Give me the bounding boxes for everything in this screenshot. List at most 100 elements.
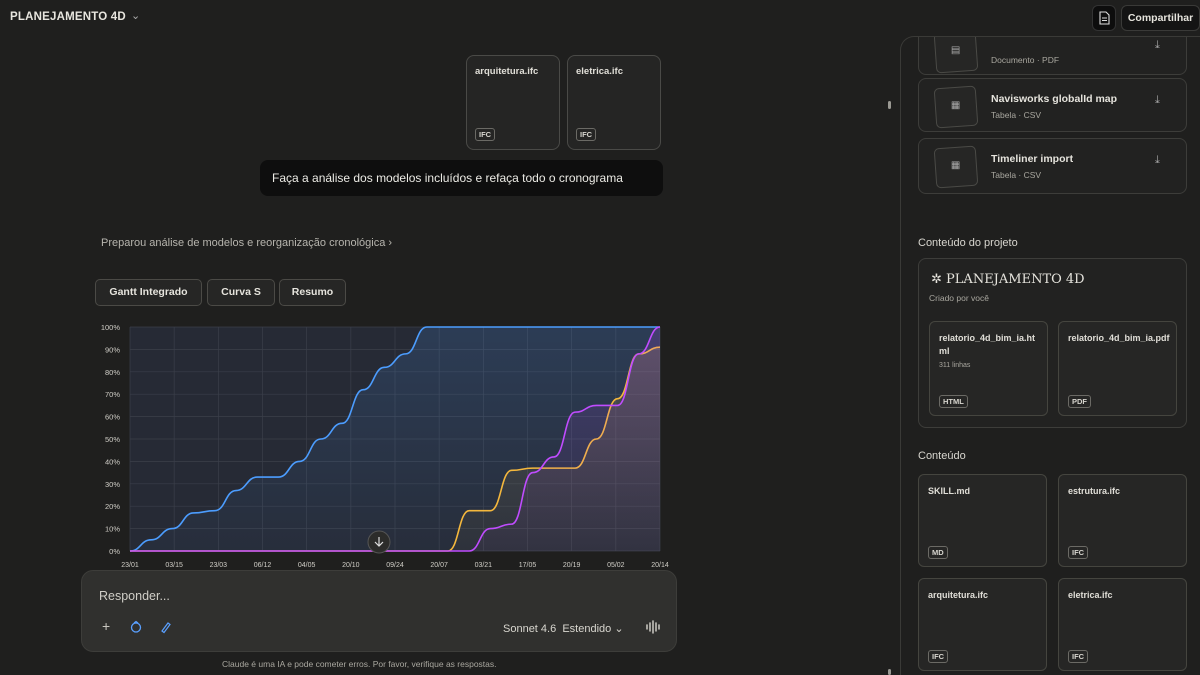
file-name: SKILL.md — [928, 486, 970, 496]
tab-curva-s[interactable]: Curva S — [207, 279, 275, 306]
x-tick-label: 03/15 — [165, 562, 183, 569]
project-file-card[interactable]: relatorio_4d_bim_ia.pdf PDF — [1058, 321, 1177, 416]
download-icon[interactable]: ⤓ — [1155, 154, 1160, 166]
y-tick-label: 90% — [105, 345, 120, 354]
s-curve-chart: 100% 90% 80% 70% 60% 50% 40% 30% 20% 10% 0%23/01 03… — [101, 323, 669, 569]
project-name-text: PLANEJAMENTO 4D — [946, 272, 1085, 287]
x-tick-label: 20/07 — [430, 562, 448, 569]
pen-icon[interactable] — [159, 620, 173, 637]
model-selector[interactable]: Sonnet 4.6 Estendido ⌄ — [503, 622, 624, 635]
tab-gantt[interactable]: Gantt Integrado — [95, 279, 202, 306]
y-tick-label: 100% — [101, 323, 121, 332]
attachment-name: arquitetura.ifc — [475, 66, 539, 77]
content-title: Conteúdo — [918, 450, 966, 462]
x-tick-label: 20/19 — [563, 562, 581, 569]
file-type-badge: IFC — [475, 128, 496, 141]
document-icon[interactable] — [1092, 5, 1116, 31]
y-tick-label: 70% — [105, 390, 120, 399]
x-tick-label: 17/05 — [519, 562, 537, 569]
file-name: eletrica.ifc — [1068, 590, 1113, 600]
chevron-right-icon: › — [388, 237, 393, 249]
attachment-card[interactable]: arquitetura.ifc IFC — [466, 55, 560, 150]
waveform-icon[interactable] — [645, 619, 663, 635]
file-name: relatorio_4d_bim_ia.html — [939, 333, 1036, 356]
content-file-card[interactable]: eletrica.ifc IFC — [1058, 578, 1187, 671]
model-mode: Estendido — [562, 623, 612, 635]
attachment-card[interactable]: eletrica.ifc IFC — [567, 55, 661, 150]
file-type-badge: PDF — [1068, 395, 1091, 408]
project-title[interactable]: PLANEJAMENTO 4D — [10, 11, 126, 23]
y-tick-label: 80% — [105, 368, 120, 377]
composer: + Sonnet 4.6 Estendido ⌄ — [81, 570, 677, 652]
project-card[interactable]: ✲ PLANEJAMENTO 4D Criado por você relato… — [918, 258, 1187, 428]
x-tick-label: 05/02 — [607, 562, 625, 569]
project-name: ✲ PLANEJAMENTO 4D — [931, 272, 1085, 287]
series-area — [130, 327, 660, 551]
artifact-card[interactable]: ▦ Navisworks globalId map Tabela · CSV ⤓ — [918, 78, 1187, 132]
project-file-card[interactable]: relatorio_4d_bim_ia.html 311 linhas HTML — [929, 321, 1048, 416]
x-tick-label: 20/14 — [651, 562, 669, 569]
x-tick-label: 03/21 — [475, 562, 493, 569]
file-name: estrutura.ifc — [1068, 486, 1121, 496]
x-tick-label: 09/24 — [386, 562, 404, 569]
arrow-down-icon — [374, 537, 384, 547]
artifact-subtitle: Tabela · CSV — [991, 170, 1042, 180]
table-icon: ▦ — [933, 85, 979, 129]
y-tick-label: 10% — [105, 525, 120, 534]
table-icon: ▦ — [933, 145, 979, 189]
user-message: Faça a análise dos modelos incluídos e r… — [260, 160, 663, 196]
series-line — [130, 326, 661, 552]
top-bar: PLANEJAMENTO 4D ⌄ Compartilhar — [0, 0, 1200, 36]
artifact-card[interactable]: ▦ Timeliner import Tabela · CSV ⤓ — [918, 138, 1187, 194]
artifact-title: Navisworks globalId map — [991, 93, 1118, 105]
project-content-title: Conteúdo do projeto — [918, 237, 1018, 249]
plus-icon[interactable]: + — [102, 618, 111, 634]
document-icon: ▤ — [933, 37, 979, 74]
reply-input[interactable] — [99, 589, 499, 603]
sparkle-icon: ✲ — [931, 272, 942, 287]
file-type-badge: MD — [928, 546, 948, 559]
artifact-subtitle: Tabela · CSV — [991, 110, 1042, 120]
file-lines: 311 linhas — [939, 362, 971, 369]
project-creator: Criado por você — [929, 293, 990, 303]
x-tick-label: 04/05 — [298, 562, 316, 569]
file-type-badge: IFC — [1068, 546, 1089, 559]
tool-icon[interactable] — [129, 620, 143, 637]
artifact-subtitle: Documento · PDF — [991, 55, 1060, 65]
file-name: arquitetura.ifc — [928, 590, 989, 600]
chevron-down-icon: ⌄ — [614, 623, 624, 635]
artifact-card[interactable]: ▤ Documento · PDF ⤓ — [918, 37, 1187, 75]
artifact-title: Timeliner import — [991, 153, 1074, 165]
file-type-badge: HTML — [939, 395, 968, 408]
x-tick-label: 23/01 — [121, 562, 139, 569]
content-file-card[interactable]: estrutura.ifc IFC — [1058, 474, 1187, 567]
thinking-summary-text: Preparou análise de modelos e reorganiza… — [101, 237, 386, 249]
tab-resumo[interactable]: Resumo — [279, 279, 346, 306]
file-name: relatorio_4d_bim_ia.pdf — [1068, 333, 1170, 343]
y-tick-label: 50% — [105, 435, 120, 444]
chevron-down-icon[interactable]: ⌄ — [131, 10, 141, 22]
x-tick-label: 06/12 — [254, 562, 272, 569]
x-tick-label: 23/03 — [210, 562, 228, 569]
series-line — [129, 326, 660, 552]
disclaimer: Claude é uma IA e pode cometer erros. Po… — [222, 659, 497, 669]
attachment-name: eletrica.ifc — [576, 66, 623, 77]
x-tick-label: 20/10 — [342, 562, 360, 569]
thinking-summary[interactable]: Preparou análise de modelos e reorganiza… — [101, 237, 392, 249]
file-type-badge: IFC — [1068, 650, 1089, 663]
download-icon[interactable]: ⤓ — [1155, 39, 1160, 51]
content-file-card[interactable]: arquitetura.ifc IFC — [918, 578, 1047, 671]
file-type-badge: IFC — [928, 650, 949, 663]
y-tick-label: 30% — [105, 480, 120, 489]
download-icon[interactable]: ⤓ — [1155, 94, 1160, 106]
scroll-indicator[interactable] — [888, 669, 891, 675]
y-tick-label: 0% — [109, 547, 120, 556]
file-type-badge: IFC — [576, 128, 597, 141]
share-button[interactable]: Compartilhar — [1121, 5, 1200, 31]
model-name: Sonnet 4.6 — [503, 623, 557, 635]
content-file-card[interactable]: SKILL.md MD — [918, 474, 1047, 567]
scroll-indicator[interactable] — [888, 101, 891, 109]
y-tick-label: 60% — [105, 413, 120, 422]
y-tick-label: 20% — [105, 502, 120, 511]
artifacts-panel: ▤ Documento · PDF ⤓ ▦ Navisworks globalI… — [900, 36, 1200, 675]
